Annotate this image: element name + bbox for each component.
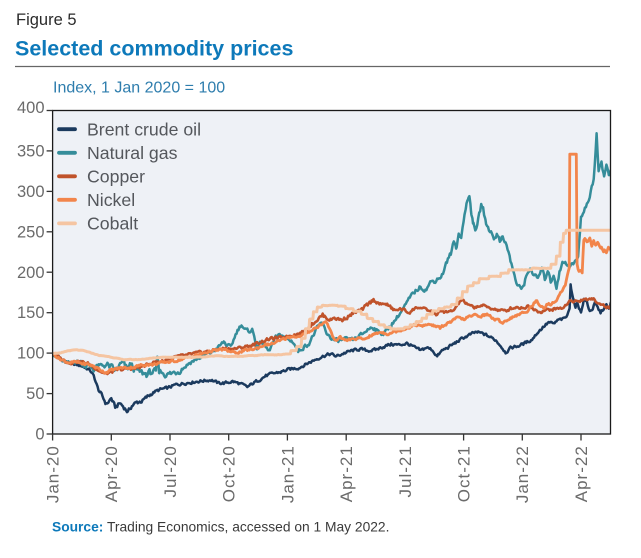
svg-text:400: 400	[17, 99, 45, 117]
svg-text:300: 300	[17, 183, 45, 201]
svg-text:Copper: Copper	[87, 167, 145, 187]
svg-text:Jul-21: Jul-21	[396, 445, 415, 497]
svg-text:Selected commodity prices: Selected commodity prices	[15, 37, 293, 61]
svg-text:Natural gas: Natural gas	[87, 143, 178, 163]
svg-text:Jan-20: Jan-20	[44, 445, 63, 503]
svg-text:Nickel: Nickel	[87, 190, 135, 210]
svg-text:Jan-22: Jan-22	[513, 445, 532, 503]
svg-text:Apr-22: Apr-22	[572, 445, 591, 502]
svg-text:Apr-20: Apr-20	[102, 445, 121, 502]
svg-text:Source: Trading Economics, acc: Source: Trading Economics, accessed on 1…	[52, 520, 389, 535]
svg-text:Index, 1 Jan 2020 = 100: Index, 1 Jan 2020 = 100	[53, 80, 225, 97]
svg-text:Apr-21: Apr-21	[337, 445, 356, 502]
svg-text:50: 50	[26, 385, 44, 403]
svg-text:150: 150	[17, 304, 45, 322]
svg-text:200: 200	[17, 264, 45, 282]
svg-text:100: 100	[17, 345, 45, 363]
svg-text:0: 0	[35, 426, 44, 444]
svg-text:250: 250	[17, 223, 45, 241]
svg-text:350: 350	[17, 142, 45, 160]
svg-text:Brent crude oil: Brent crude oil	[87, 119, 201, 139]
svg-text:Figure 5: Figure 5	[16, 11, 77, 29]
svg-text:Oct-21: Oct-21	[455, 445, 474, 502]
svg-text:Jul-20: Jul-20	[161, 445, 180, 497]
svg-text:Oct-20: Oct-20	[220, 445, 239, 502]
svg-text:Jan-21: Jan-21	[278, 445, 297, 503]
svg-text:Cobalt: Cobalt	[87, 214, 138, 234]
